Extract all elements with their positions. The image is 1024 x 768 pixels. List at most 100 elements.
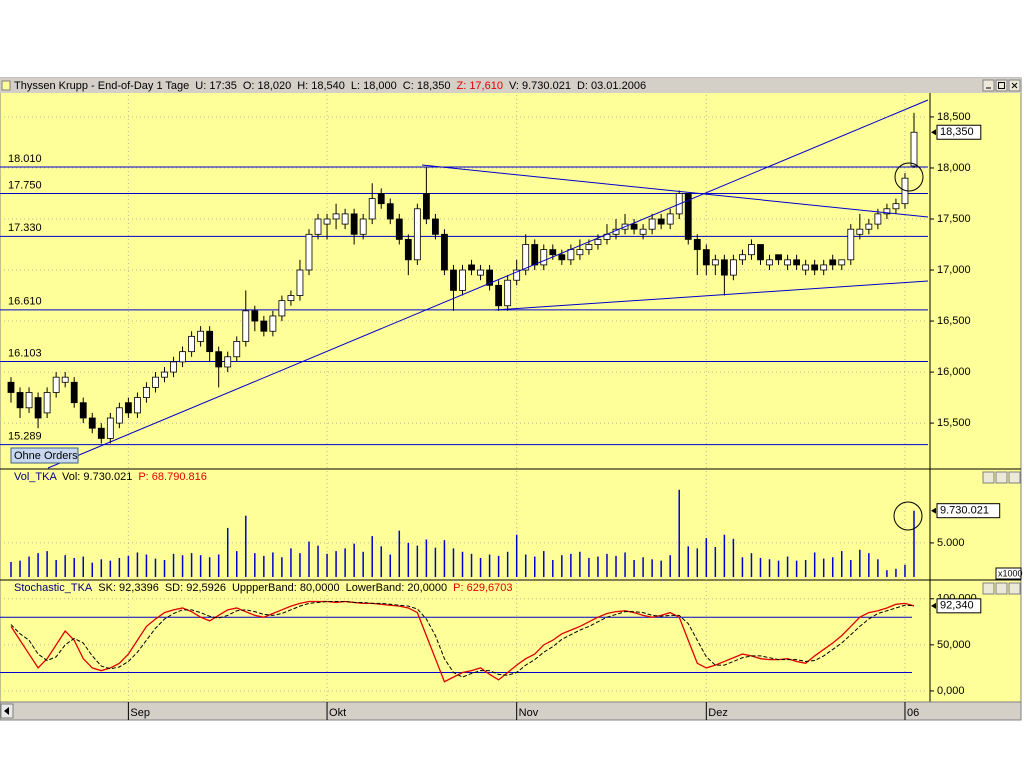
candle-body — [341, 213, 349, 225]
candle-body — [179, 351, 186, 363]
candle-body — [847, 228, 855, 261]
candle-body — [413, 208, 421, 261]
candle-body — [468, 264, 475, 271]
maximize-button[interactable] — [995, 471, 1008, 484]
candle-body — [404, 239, 412, 261]
maximize-button[interactable] — [995, 582, 1008, 595]
candle-body — [630, 223, 638, 230]
header-info: V: 9.730.021 — [509, 80, 571, 92]
candle-body — [567, 249, 575, 261]
candle-body — [856, 228, 864, 235]
header-info: Vol: 9.730.021 — [62, 471, 132, 483]
level-label: 16.610 — [8, 296, 42, 308]
candle-body — [305, 233, 313, 271]
candle-body — [874, 213, 882, 225]
indicator-line — [10, 601, 915, 678]
candle-body — [558, 254, 566, 261]
current-value-box: 92,340 — [931, 598, 982, 614]
candle-body — [648, 218, 656, 230]
scroll-arrow — [4, 707, 9, 715]
icon — [1011, 82, 1018, 89]
candle-body — [657, 218, 665, 225]
candle-body — [549, 249, 557, 256]
close-button[interactable] — [1008, 582, 1021, 595]
candle-body — [802, 264, 810, 271]
candle-body — [820, 264, 828, 271]
candle-body — [720, 259, 728, 276]
level-label: 16.103 — [8, 347, 42, 359]
candle-body — [531, 244, 539, 266]
candle-body — [197, 330, 205, 342]
candle-body — [684, 193, 692, 240]
candle-body — [323, 218, 331, 225]
y-tick-label: 18,500 — [937, 111, 971, 123]
minimize-button[interactable] — [982, 79, 995, 92]
candle-body — [594, 239, 602, 245]
candle-body — [152, 376, 159, 388]
candle-body — [522, 244, 530, 271]
current-pointer — [931, 507, 936, 514]
time-axis-bar — [0, 701, 1022, 721]
candle-body — [450, 269, 457, 291]
chart-frame — [0, 77, 1022, 721]
candle-body — [757, 244, 764, 261]
candle-body — [748, 244, 755, 256]
header-info: Z: 17,610 — [456, 80, 502, 92]
candle-body — [395, 218, 403, 240]
header-info: H: 18,540 — [297, 80, 345, 92]
close-button[interactable] — [1008, 471, 1021, 484]
highlight-circle — [894, 162, 924, 192]
candle-body — [278, 300, 286, 317]
y-tick-label: 16,500 — [937, 315, 971, 327]
header-info: P: 629,6703 — [453, 582, 512, 594]
candle-body — [314, 218, 322, 235]
drawings — [47, 99, 929, 531]
level-label: 18.010 — [8, 153, 42, 165]
plot — [0, 112, 928, 683]
candle-body — [134, 397, 141, 414]
y-tick-label: 50,000 — [937, 639, 971, 651]
candle-body — [97, 427, 105, 439]
x-tick-label: Sep — [130, 707, 150, 719]
orders-button[interactable]: Ohne Orders — [10, 447, 79, 464]
y-tick-label: 17,500 — [937, 213, 971, 225]
candle-body — [422, 193, 430, 220]
candle-body — [432, 218, 439, 235]
candle-body — [215, 351, 223, 368]
unit-box — [995, 567, 1022, 580]
candle-body — [287, 295, 295, 302]
x-tick-label: 06 — [907, 707, 919, 719]
candle-body — [88, 417, 96, 429]
candle-body — [368, 198, 376, 220]
candle-body — [7, 381, 15, 393]
header-info: UppperBand: 80,0000 — [232, 582, 340, 594]
indicator-line — [10, 600, 915, 683]
panel-header: Stochastic_TKA SK: 92,3396 SD: 92,5926 Uppp… — [14, 582, 513, 594]
candle-body — [124, 402, 132, 414]
candle-body — [693, 239, 701, 251]
candle-body — [540, 249, 548, 266]
minimize-button[interactable] — [982, 582, 995, 595]
minimize-button[interactable] — [982, 471, 995, 484]
candle-body — [838, 259, 846, 266]
y-tick-label: 16,000 — [937, 366, 971, 378]
panel-header: Vol_TKA Vol: 9.730.021 P: 68.790.816 — [14, 471, 207, 483]
candle-body — [70, 381, 78, 404]
candle-body — [188, 335, 196, 353]
candle-body — [441, 233, 448, 271]
candle-body — [495, 284, 503, 307]
maximize-button[interactable] — [995, 79, 1008, 92]
candle-body — [730, 259, 737, 276]
window-buttons — [982, 79, 1021, 595]
candle-body — [25, 392, 33, 409]
button-box[interactable] — [10, 447, 79, 464]
level-label: 17.330 — [8, 222, 42, 234]
panel-title: Stochastic_TKA — [14, 582, 93, 594]
candle-body — [161, 371, 168, 378]
button-label: Ohne Orders — [14, 450, 78, 462]
candle-body — [639, 228, 647, 235]
y-tick-label: 18,000 — [937, 162, 971, 174]
header-info: C: 18,350 — [403, 80, 451, 92]
candle-body — [711, 259, 719, 266]
